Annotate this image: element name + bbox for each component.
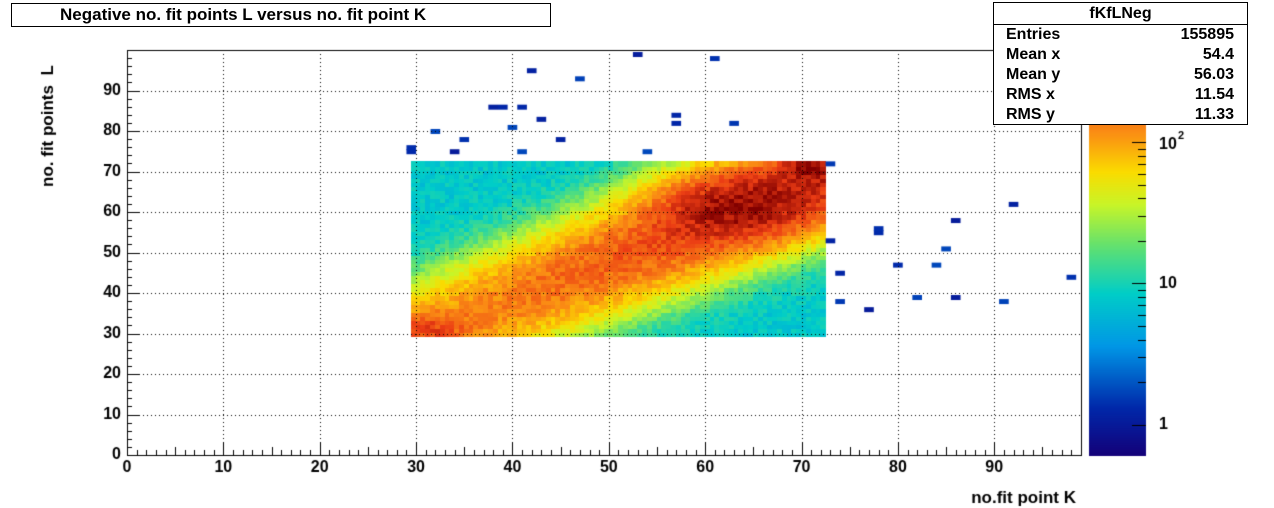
stats-row-mean-x: Mean x 54.4 xyxy=(994,45,1247,65)
stats-value: 155895 xyxy=(1180,26,1234,43)
stats-row-entries: Entries 155895 xyxy=(994,25,1247,45)
stats-name: fKfLNeg xyxy=(994,3,1247,25)
stats-row-mean-y: Mean y 56.03 xyxy=(994,65,1247,85)
stats-label: RMS y xyxy=(1006,106,1055,123)
stats-label: Mean y xyxy=(1006,66,1061,83)
stats-label: Entries xyxy=(1006,26,1061,43)
stats-value: 54.4 xyxy=(1202,46,1234,63)
stats-value: 11.54 xyxy=(1194,86,1234,103)
stats-value: 56.03 xyxy=(1193,66,1234,83)
stats-box: fKfLNeg Entries 155895 Mean x 54.4 Mean … xyxy=(993,2,1248,125)
stats-label: Mean x xyxy=(1006,46,1061,63)
stats-label: RMS x xyxy=(1006,86,1055,103)
stats-value: 11.33 xyxy=(1194,106,1234,123)
stats-row-rms-y: RMS y 11.33 xyxy=(994,105,1247,125)
stats-row-rms-x: RMS x 11.54 xyxy=(994,85,1247,105)
chart-title: Negative no. fit points L versus no. fit… xyxy=(11,3,551,27)
